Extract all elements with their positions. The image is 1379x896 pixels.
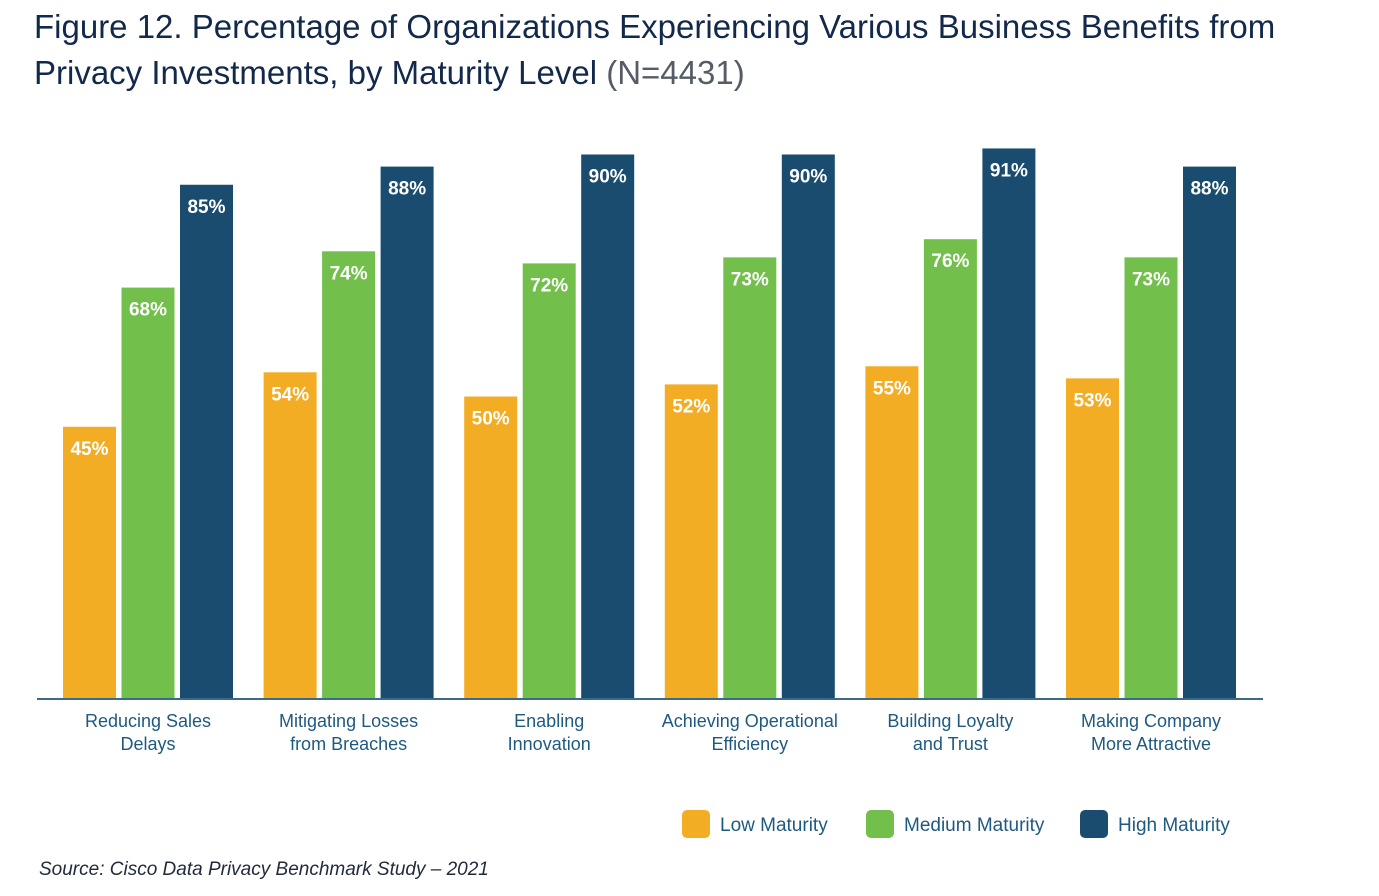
bar-reducing-sales-delays-low-maturity bbox=[63, 426, 116, 699]
chart-title-main: Figure 12. Percentage of Organizations E… bbox=[34, 8, 1276, 91]
category-label-making-company-more-attractive-line-2: More Attractive bbox=[1091, 734, 1211, 754]
bar-enabling-innovation-low-maturity bbox=[464, 396, 518, 699]
data-label-achieving-operational-efficiency-medium-maturity: 73% bbox=[731, 269, 769, 290]
data-label-reducing-sales-delays-low-maturity: 45% bbox=[70, 439, 108, 460]
data-label-building-loyalty-and-trust-medium-maturity: 76% bbox=[931, 251, 969, 272]
data-label-mitigating-losses-from-breaches-high-maturity: 88% bbox=[388, 179, 426, 200]
bar-reducing-sales-delays-high-maturity bbox=[180, 184, 233, 699]
bar-mitigating-losses-from-breaches-high-maturity bbox=[380, 166, 434, 700]
bar-building-loyalty-and-trust-low-maturity bbox=[865, 366, 919, 699]
bar-making-company-more-attractive-low-maturity bbox=[1066, 378, 1119, 699]
data-label-making-company-more-attractive-high-maturity: 88% bbox=[1190, 179, 1228, 200]
category-label-mitigating-losses-from-breaches-line-1: Mitigating Losses bbox=[279, 711, 418, 731]
category-label-building-loyalty-and-trust-line-1: Building Loyalty bbox=[887, 711, 1013, 731]
data-label-enabling-innovation-high-maturity: 90% bbox=[589, 167, 627, 188]
legend-label-medium-maturity: Medium Maturity bbox=[904, 815, 1045, 836]
category-label-achieving-operational-efficiency-line-2: Efficiency bbox=[711, 734, 788, 754]
bar-building-loyalty-and-trust-medium-maturity bbox=[923, 239, 977, 699]
bar-mitigating-losses-from-breaches-medium-maturity bbox=[322, 251, 376, 700]
bar-enabling-innovation-high-maturity bbox=[581, 154, 635, 699]
bar-making-company-more-attractive-high-maturity bbox=[1183, 166, 1236, 700]
bar-mitigating-losses-from-breaches-low-maturity bbox=[263, 372, 317, 699]
data-label-building-loyalty-and-trust-high-maturity: 91% bbox=[990, 160, 1028, 181]
data-label-achieving-operational-efficiency-low-maturity: 52% bbox=[672, 396, 710, 417]
data-label-achieving-operational-efficiency-high-maturity: 90% bbox=[789, 167, 827, 188]
bar-chart: 45% 68% 85% Reducing Sales Delays 54% 74% 88% Mi… bbox=[37, 148, 1263, 838]
category-label-reducing-sales-delays-line-1: Reducing Sales bbox=[85, 711, 211, 731]
category-label-achieving-operational-efficiency-line-1: Achieving Operational bbox=[662, 711, 838, 731]
category-label-making-company-more-attractive-line-1: Making Company bbox=[1081, 711, 1221, 731]
legend-label-high-maturity: High Maturity bbox=[1118, 815, 1230, 836]
data-label-reducing-sales-delays-high-maturity: 85% bbox=[187, 197, 225, 218]
data-label-enabling-innovation-low-maturity: 50% bbox=[472, 409, 510, 430]
data-label-building-loyalty-and-trust-low-maturity: 55% bbox=[873, 378, 911, 399]
category-label-enabling-innovation-line-2: Innovation bbox=[508, 734, 591, 754]
data-label-mitigating-losses-from-breaches-low-maturity: 54% bbox=[271, 384, 309, 405]
legend-swatch-medium-maturity bbox=[866, 810, 894, 838]
data-label-reducing-sales-delays-medium-maturity: 68% bbox=[129, 300, 167, 321]
legend-label-low-maturity: Low Maturity bbox=[720, 815, 828, 836]
bar-achieving-operational-efficiency-high-maturity bbox=[781, 154, 835, 699]
data-label-making-company-more-attractive-low-maturity: 53% bbox=[1073, 390, 1111, 411]
category-label-mitigating-losses-from-breaches-line-2: from Breaches bbox=[290, 734, 407, 754]
legend-swatch-high-maturity bbox=[1080, 810, 1108, 838]
category-label-building-loyalty-and-trust-line-2: and Trust bbox=[913, 734, 988, 754]
data-label-mitigating-losses-from-breaches-medium-maturity: 74% bbox=[330, 263, 368, 284]
chart-title: Figure 12. Percentage of Organizations E… bbox=[34, 4, 1364, 96]
category-label-reducing-sales-delays-line-2: Delays bbox=[120, 734, 175, 754]
bar-making-company-more-attractive-medium-maturity bbox=[1124, 257, 1178, 699]
bar-achieving-operational-efficiency-low-maturity bbox=[664, 384, 718, 699]
bar-enabling-innovation-medium-maturity bbox=[522, 263, 576, 699]
category-label-enabling-innovation-line-1: Enabling bbox=[514, 711, 584, 731]
data-label-making-company-more-attractive-medium-maturity: 73% bbox=[1132, 269, 1170, 290]
data-label-enabling-innovation-medium-maturity: 72% bbox=[530, 275, 568, 296]
bar-building-loyalty-and-trust-high-maturity bbox=[982, 148, 1036, 699]
legend-swatch-low-maturity bbox=[682, 810, 710, 838]
bar-achieving-operational-efficiency-medium-maturity bbox=[723, 257, 777, 699]
bar-reducing-sales-delays-medium-maturity bbox=[121, 287, 175, 699]
chart-source: Source: Cisco Data Privacy Benchmark Stu… bbox=[39, 859, 489, 880]
chart-title-sample-size: (N=4431) bbox=[606, 54, 745, 91]
